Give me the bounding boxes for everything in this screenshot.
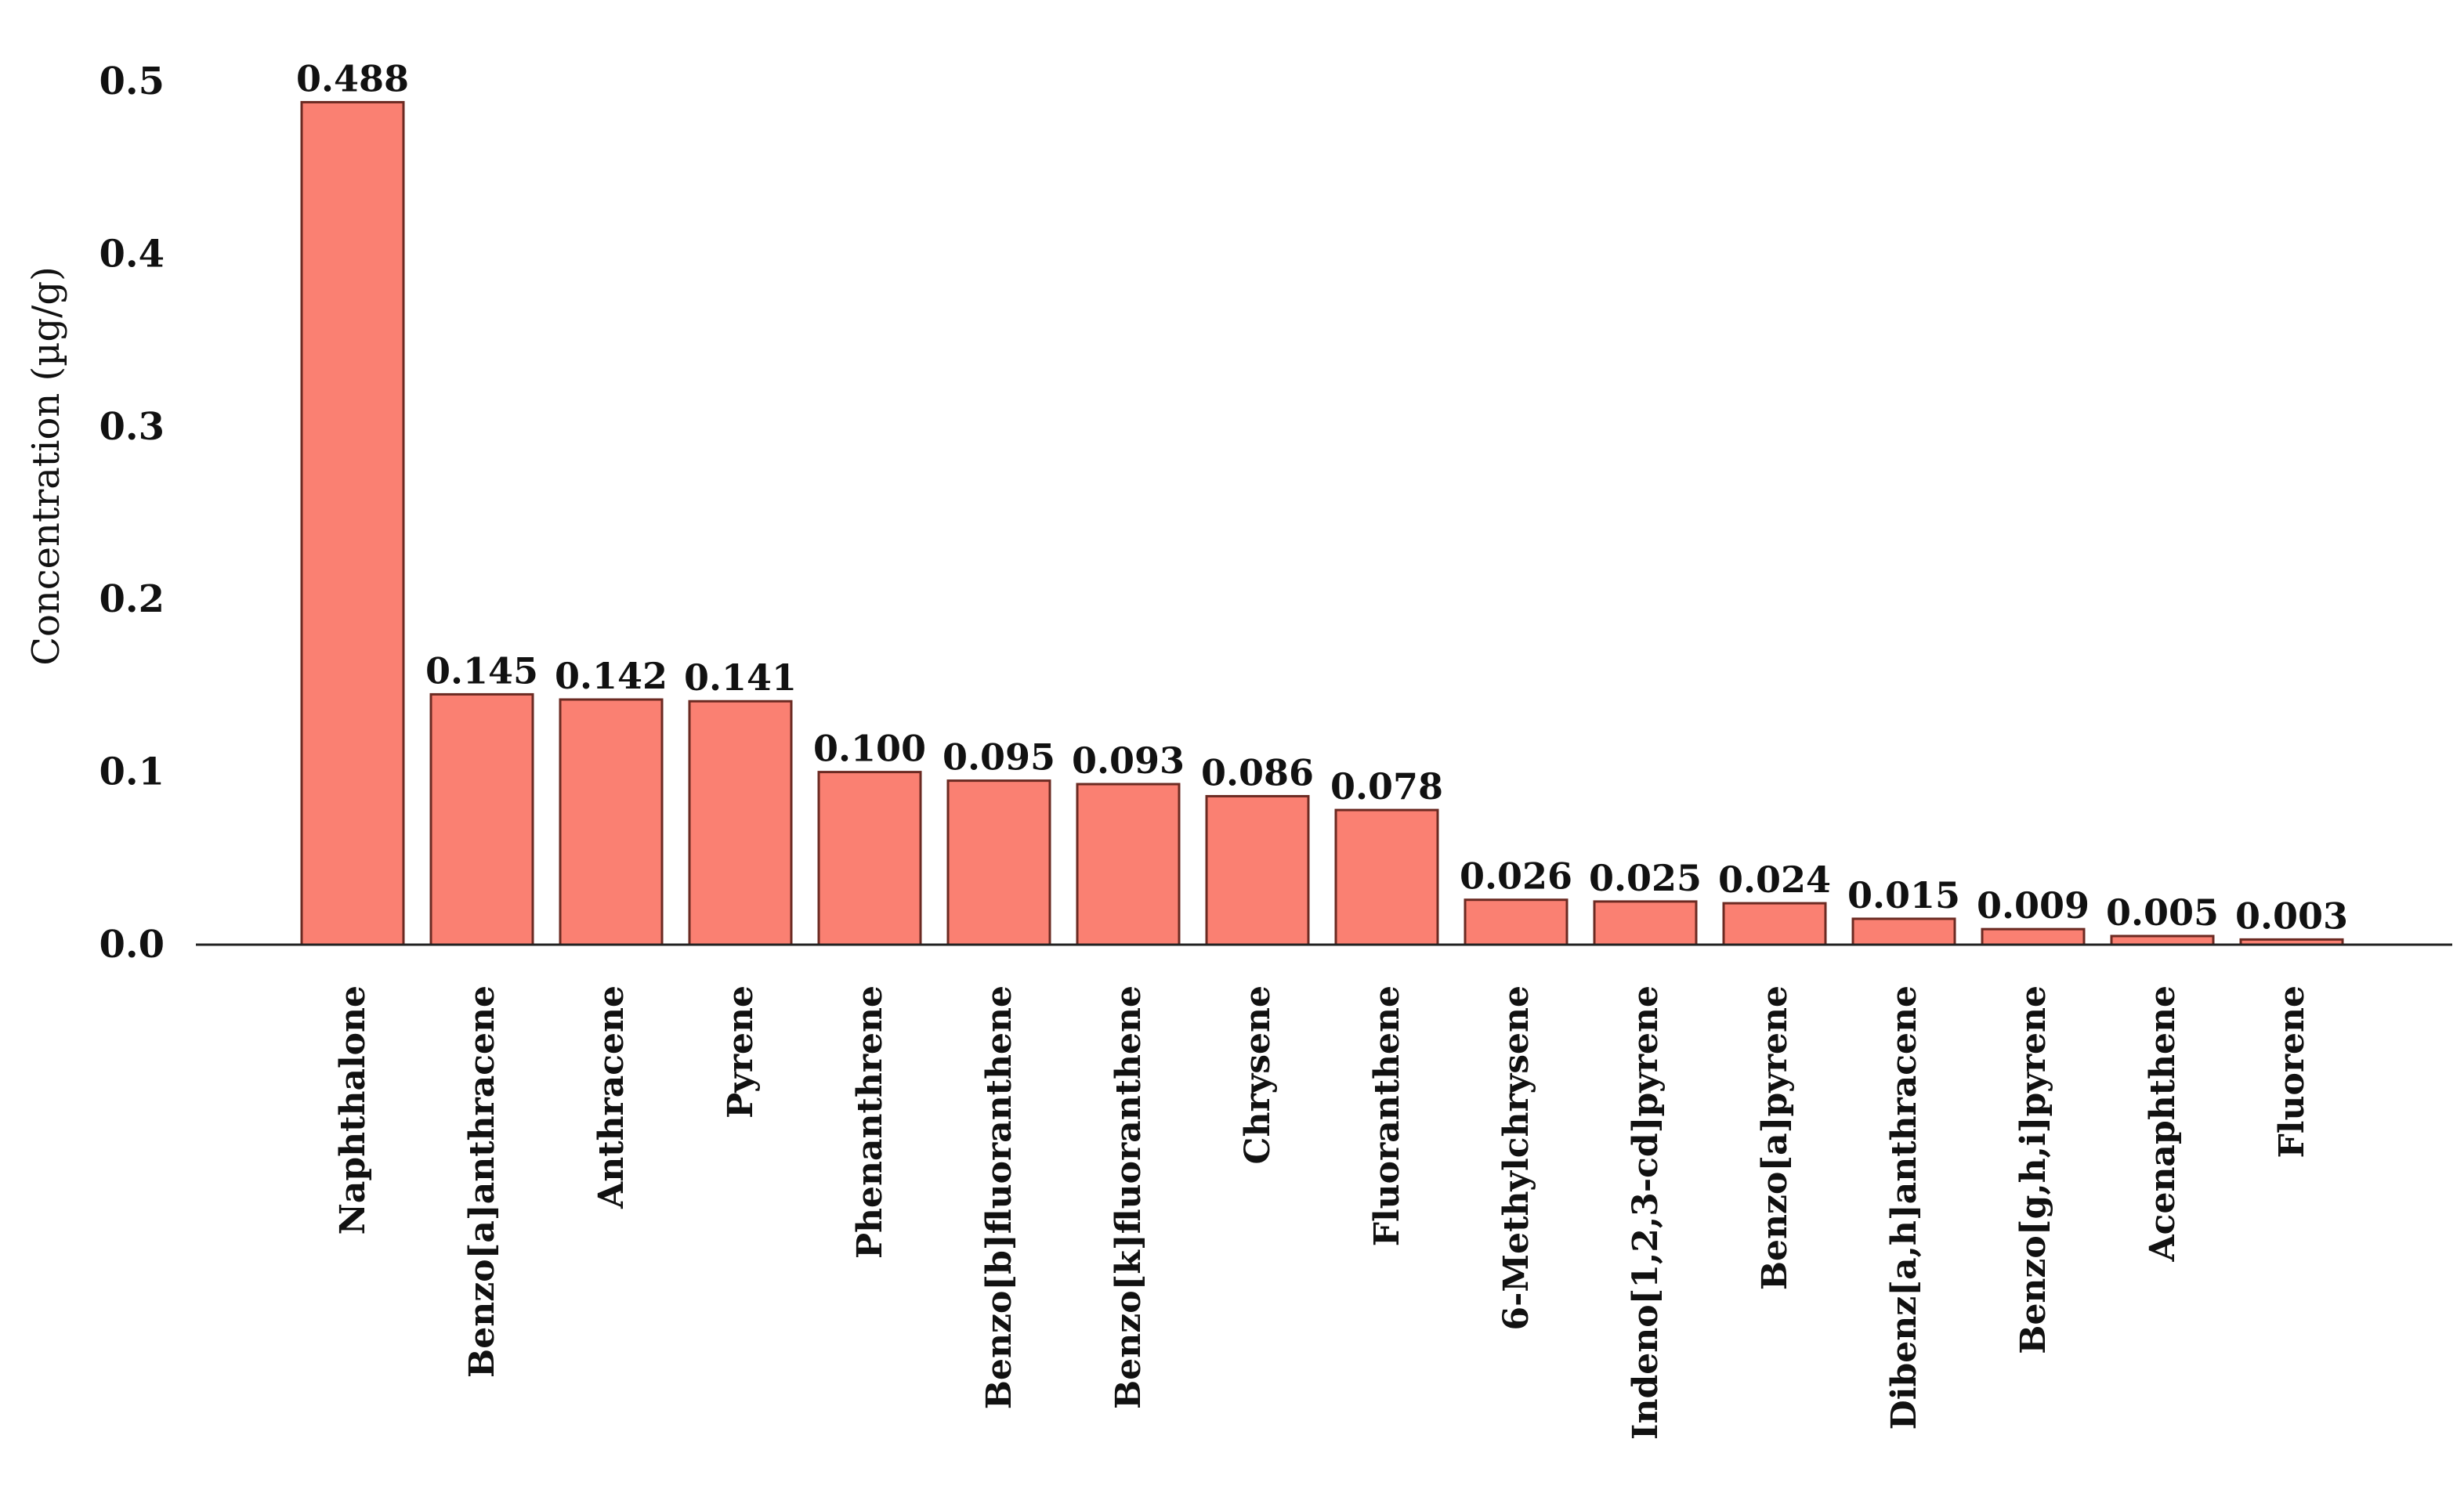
y-axis-title: Concentration (µg/g) [24, 266, 68, 666]
bar [1851, 917, 1956, 946]
category-label: 6-Methylchrysene [1496, 985, 1536, 1330]
category-label: Benzo[a]anthracene [462, 985, 502, 1378]
bar [559, 698, 664, 946]
bar [1981, 927, 2086, 946]
bar [1205, 794, 1310, 946]
bar-value-label: 0.005 [2106, 891, 2219, 934]
bar-value-label: 0.086 [1201, 751, 1314, 793]
bar [817, 771, 922, 946]
category-label: Anthracene [592, 985, 631, 1209]
category-label: Benzo[g,h,i]pyrene [2014, 985, 2053, 1354]
bar-value-label: 0.093 [1072, 739, 1185, 782]
bar-value-label: 0.142 [555, 655, 668, 697]
bar [429, 692, 534, 946]
bar [1334, 808, 1439, 946]
category-label: Dibenz[a,h]anthracene [1884, 985, 1924, 1430]
category-label: Fluoranthene [1367, 985, 1407, 1246]
bar-value-label: 0.026 [1460, 855, 1572, 898]
bar [2110, 934, 2215, 946]
category-label: Fluorene [2272, 985, 2312, 1158]
category-label: Chrysene [1238, 985, 1278, 1165]
bar [1464, 898, 1568, 946]
category-label: Phenanthrene [850, 985, 890, 1259]
bar-value-label: 0.141 [684, 656, 797, 699]
data-labels: 0.488 0.145 0.142 0.141 0.100 0.095 0.093 0.086… [296, 57, 2348, 937]
bar-value-label: 0.488 [296, 57, 409, 99]
y-tick-label: 0.1 [99, 750, 165, 794]
y-axis: 0.0 0.1 0.2 0.3 0.4 0.5 [99, 60, 165, 967]
y-tick-label: 0.3 [99, 405, 165, 449]
bar-value-label: 0.009 [1977, 884, 2090, 927]
bar [1076, 783, 1181, 946]
category-label: Indeno[1,2,3-cd]pyrene [1626, 985, 1666, 1440]
bar-value-label: 0.078 [1330, 765, 1443, 808]
category-label: Acenaphthene [2143, 985, 2183, 1262]
bar-value-label: 0.145 [425, 649, 538, 692]
bar-value-label: 0.100 [813, 728, 926, 770]
bar-value-label: 0.095 [943, 736, 1055, 779]
category-label: Benzo[k]fluoranthene [1109, 985, 1149, 1409]
category-labels: Naphthalone Benzo[a]anthracene Anthracene P… [333, 985, 2312, 1440]
bar-value-label: 0.015 [1847, 874, 1960, 916]
category-label: Benzo[b]fluoranthene [979, 985, 1019, 1409]
bar [1593, 900, 1698, 946]
y-tick-label: 0.5 [99, 60, 165, 103]
y-tick-label: 0.4 [99, 232, 165, 276]
bar-value-label: 0.003 [2235, 895, 2348, 937]
bar [300, 100, 405, 946]
bar [688, 699, 793, 946]
category-label: Naphthalone [333, 985, 373, 1234]
bar-value-label: 0.024 [1718, 859, 1831, 901]
category-label: Pyrene [721, 985, 761, 1119]
bar [946, 779, 1051, 946]
bar [1722, 902, 1827, 946]
category-label: Benzo[a]pyrene [1755, 985, 1795, 1290]
y-tick-label: 0.2 [99, 577, 165, 621]
y-tick-label: 0.0 [99, 923, 165, 967]
bars [300, 100, 2344, 946]
bar-value-label: 0.025 [1589, 857, 1702, 899]
